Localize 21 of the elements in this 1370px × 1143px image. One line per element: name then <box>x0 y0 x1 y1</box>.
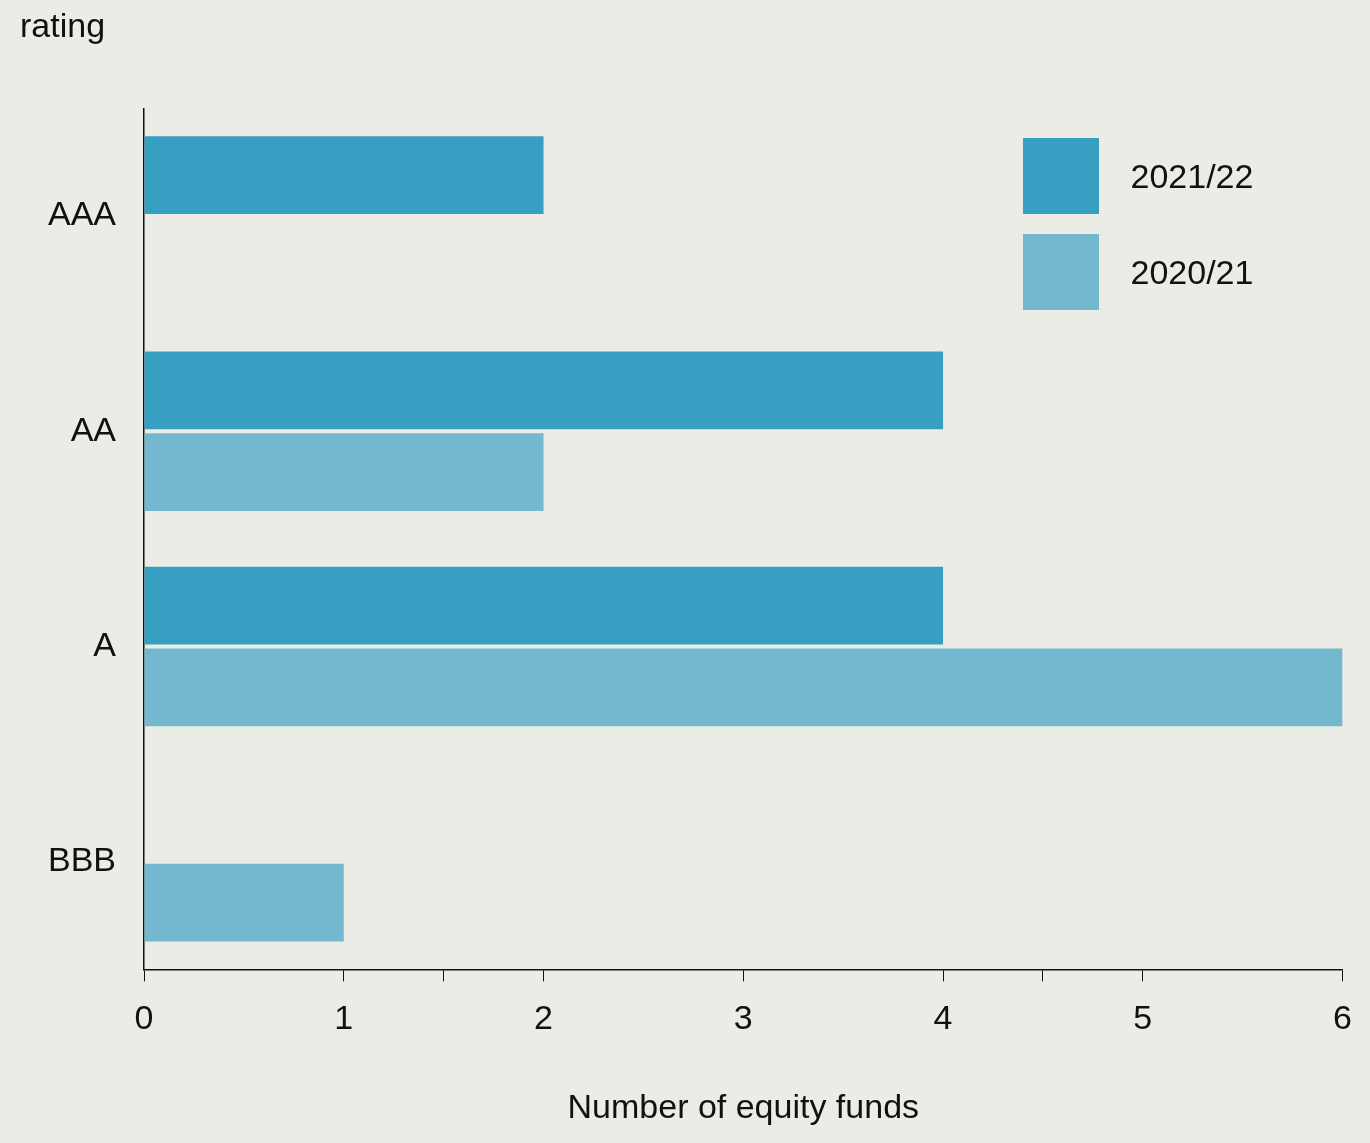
bar <box>144 566 944 645</box>
x-axis-title: Number of equity funds <box>567 1086 920 1125</box>
x-tick-label: 2 <box>534 998 553 1037</box>
bar <box>144 863 344 942</box>
bar <box>144 433 544 512</box>
y-tick-label: A <box>93 624 117 663</box>
bar <box>144 648 1343 727</box>
bar <box>144 136 544 214</box>
y-axis-title: rating <box>20 6 106 45</box>
x-tick-label: 0 <box>134 998 154 1037</box>
x-tick-label: 6 <box>1333 998 1353 1037</box>
x-tick-label: 1 <box>334 998 354 1037</box>
y-tick-label: AAA <box>47 194 117 233</box>
bar <box>144 351 944 430</box>
x-tick-label: 5 <box>1133 998 1153 1037</box>
y-tick-label: BBB <box>47 840 117 879</box>
x-tick-label: 3 <box>733 998 753 1037</box>
x-tick-label: 4 <box>933 998 953 1037</box>
y-tick-label: AA <box>70 409 117 448</box>
legend-label: 2020/21 <box>1130 252 1254 292</box>
legend-label: 2021/22 <box>1130 156 1254 196</box>
